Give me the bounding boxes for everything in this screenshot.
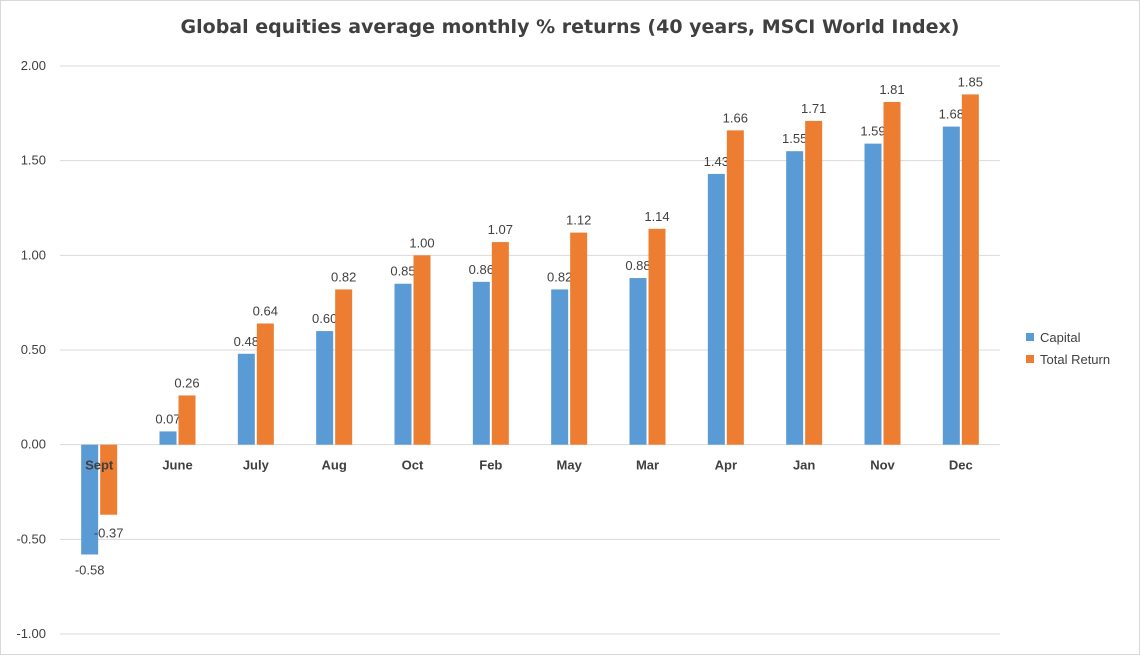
- data-label: 1.81: [879, 82, 904, 97]
- y-tick-label: -0.50: [16, 531, 46, 546]
- bar-total-return: [648, 228, 666, 445]
- data-label: 1.55: [782, 131, 807, 146]
- bar-total-return: [335, 289, 353, 445]
- bar-capital: [472, 281, 490, 445]
- x-category-label: Mar: [636, 458, 659, 473]
- x-category-label: Jan: [793, 458, 815, 473]
- legend: Capital Total Return: [1026, 326, 1136, 370]
- data-label: 1.14: [644, 209, 669, 224]
- data-label: 1.00: [409, 235, 434, 250]
- legend-label-total-return: Total Return: [1040, 351, 1111, 367]
- bar-total-return: [100, 444, 118, 515]
- legend-item-capital: Capital: [1026, 326, 1136, 348]
- data-label: 0.85: [390, 264, 415, 279]
- bar-total-return: [491, 242, 509, 445]
- bar-total-return: [570, 232, 588, 445]
- chart-title: Global equities average monthly % return…: [180, 16, 960, 38]
- legend-swatch-total-return: [1026, 355, 1034, 363]
- data-label: 0.82: [331, 269, 356, 284]
- bar-capital: [551, 289, 569, 445]
- x-category-label: July: [243, 458, 270, 473]
- data-label: 1.68: [939, 107, 964, 122]
- data-label: 0.48: [234, 334, 259, 349]
- data-label: -0.37: [94, 526, 124, 541]
- bar-capital: [237, 353, 255, 445]
- y-tick-label: 2.00: [21, 58, 46, 73]
- legend-label-capital: Capital: [1040, 329, 1081, 345]
- y-tick-label: 1.00: [21, 247, 46, 262]
- data-label: 0.60: [312, 311, 337, 326]
- x-category-label: Oct: [402, 458, 424, 473]
- bar-capital: [786, 151, 804, 445]
- data-label: 0.64: [253, 303, 278, 318]
- bar-capital: [394, 283, 412, 445]
- bar-total-return: [805, 120, 823, 445]
- bar-capital: [316, 331, 334, 445]
- y-tick-label: 0.00: [21, 437, 46, 452]
- bar-capital: [81, 444, 99, 555]
- bar-total-return: [883, 101, 901, 445]
- data-label: 1.85: [958, 74, 983, 89]
- bar-total-return: [413, 255, 431, 445]
- x-category-label: May: [557, 458, 583, 473]
- x-category-label: Aug: [322, 458, 347, 473]
- x-category-label: Dec: [949, 458, 973, 473]
- bar-capital: [942, 126, 960, 445]
- bar-total-return: [961, 94, 979, 445]
- data-label: 1.43: [704, 154, 729, 169]
- x-category-label: June: [162, 458, 192, 473]
- x-category-label: Apr: [715, 458, 737, 473]
- bar-total-return: [256, 323, 274, 445]
- bar-capital: [159, 431, 177, 445]
- legend-item-total-return: Total Return: [1026, 348, 1136, 370]
- data-label: 0.26: [174, 375, 199, 390]
- x-category-label: Nov: [870, 458, 895, 473]
- data-label: 1.71: [801, 101, 826, 116]
- data-label: 1.66: [723, 110, 748, 125]
- data-label: 1.07: [488, 222, 513, 237]
- x-category-label: Sept: [85, 458, 114, 473]
- data-label: 1.59: [860, 124, 885, 139]
- y-tick-label: 1.50: [21, 153, 46, 168]
- legend-swatch-capital: [1026, 333, 1034, 341]
- y-tick-label: -1.00: [16, 626, 46, 641]
- data-label: 0.86: [469, 262, 494, 277]
- data-label: -0.58: [75, 562, 105, 577]
- data-label: 0.88: [625, 258, 650, 273]
- bar-total-return: [726, 130, 744, 445]
- x-category-label: Feb: [479, 458, 502, 473]
- data-label: 0.07: [155, 411, 180, 426]
- bar-total-return: [178, 395, 196, 445]
- y-tick-label: 0.50: [21, 342, 46, 357]
- data-label: 0.82: [547, 269, 572, 284]
- bar-capital: [864, 143, 882, 445]
- data-label: 1.12: [566, 213, 591, 228]
- bar-capital: [707, 173, 725, 445]
- bar-capital: [629, 278, 647, 445]
